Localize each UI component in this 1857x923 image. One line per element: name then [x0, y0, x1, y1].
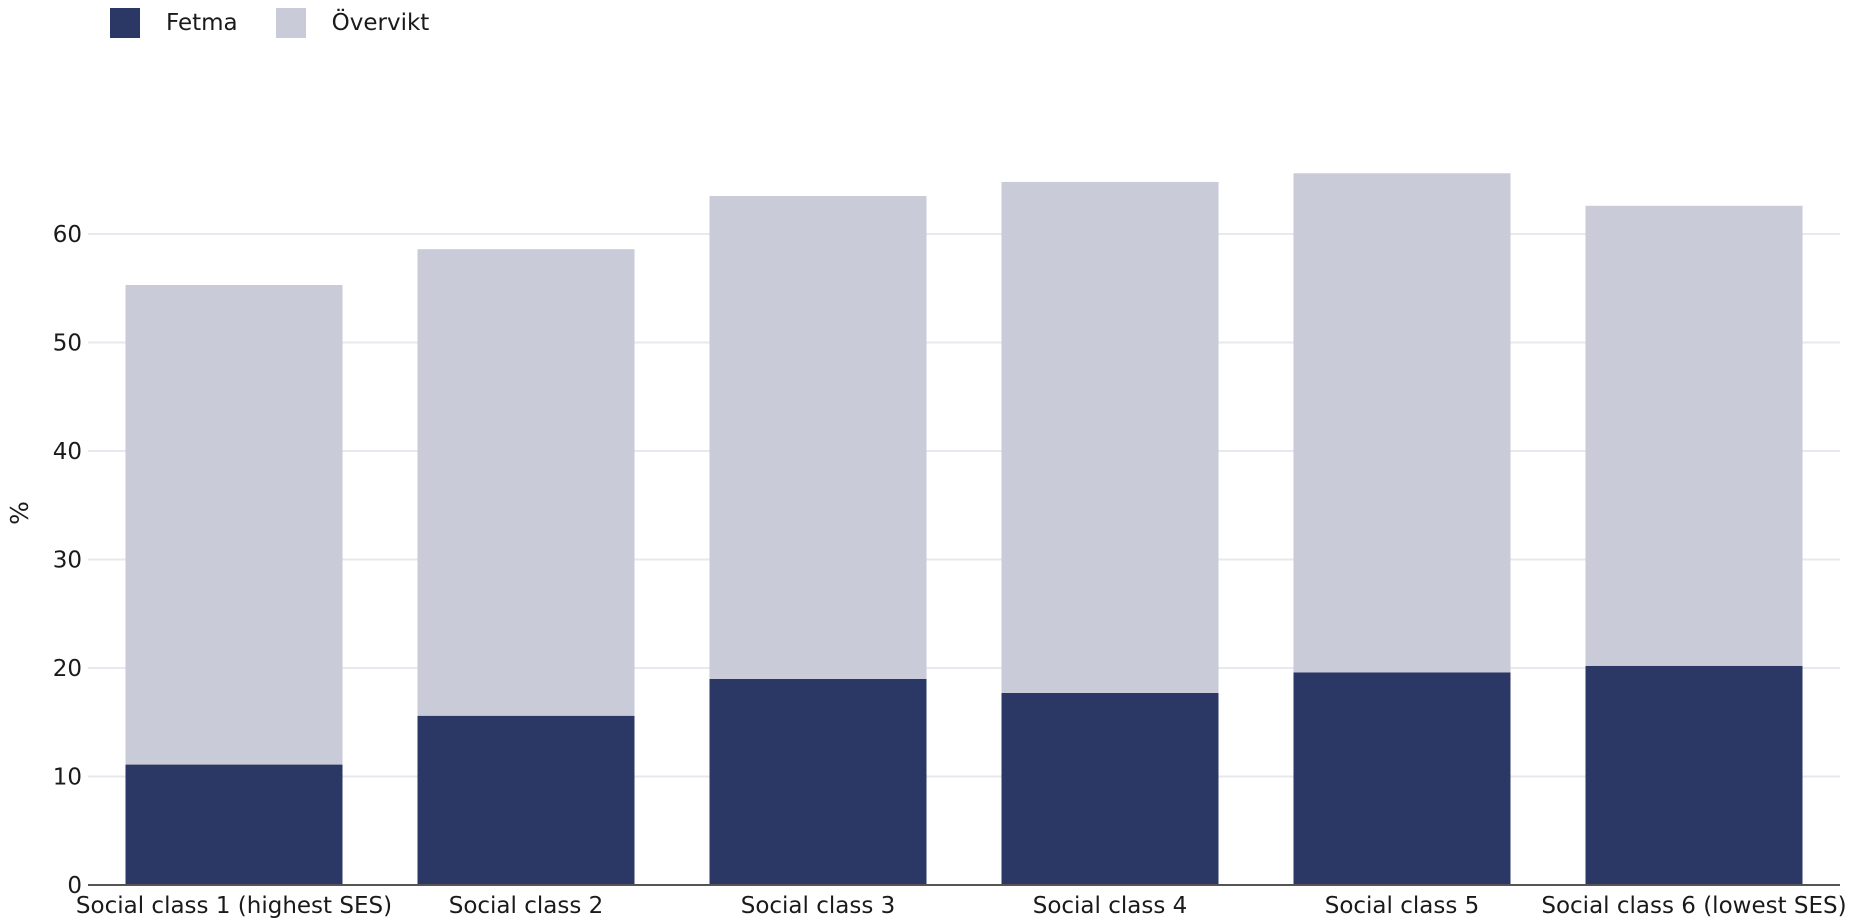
bar-fetma-1[interactable]	[125, 764, 343, 885]
y-tick-label: 50	[53, 331, 82, 357]
bar-overvikt-5[interactable]	[1293, 173, 1511, 673]
bar-fetma-5[interactable]	[1293, 672, 1511, 885]
x-tick-label: Social class 3	[741, 893, 896, 919]
x-tick-label: Social class 2	[449, 893, 604, 919]
bar-fetma-3[interactable]	[709, 678, 927, 885]
legend-swatch-overvikt	[275, 8, 306, 38]
bar-overvikt-3[interactable]	[709, 196, 927, 679]
x-tick-label: Social class 4	[1033, 893, 1188, 919]
bar-overvikt-1[interactable]	[125, 284, 343, 765]
bar-overvikt-6[interactable]	[1585, 205, 1803, 666]
tick-labels: 0 10 20 30 40 50 60% Social class 1 (highest SE…	[5, 222, 1847, 919]
y-tick-label: 60	[53, 222, 82, 248]
bar-overvikt-2[interactable]	[417, 249, 635, 716]
y-axis-title: %	[5, 501, 34, 525]
y-tick-label: 10	[53, 765, 82, 791]
x-tick-label: Social class 1 (highest SES)	[76, 893, 392, 919]
legend-label-fetma: Fetma	[166, 10, 238, 36]
gridlines	[88, 233, 1840, 778]
x-tick-label: Social class 6 (lowest SES)	[1541, 893, 1846, 919]
legend-item-fetma[interactable]: Fetma	[110, 8, 238, 38]
legend: Fetma Övervikt	[110, 8, 467, 38]
legend-label-overvikt: Övervikt	[331, 10, 430, 36]
legend-swatch-fetma	[110, 8, 140, 38]
bar-fetma-6[interactable]	[1585, 665, 1803, 885]
y-tick-label: 40	[53, 439, 82, 465]
bars	[125, 173, 1803, 885]
y-tick-label: 30	[53, 548, 82, 574]
x-tick-label: Social class 5	[1325, 893, 1480, 919]
bar-fetma-4[interactable]	[1001, 692, 1219, 885]
y-tick-label: 20	[53, 656, 82, 682]
bar-overvikt-4[interactable]	[1001, 181, 1219, 693]
bar-fetma-2[interactable]	[417, 715, 635, 885]
legend-item-overvikt[interactable]: Övervikt	[275, 8, 430, 38]
y-tick-label: 0	[67, 873, 82, 899]
